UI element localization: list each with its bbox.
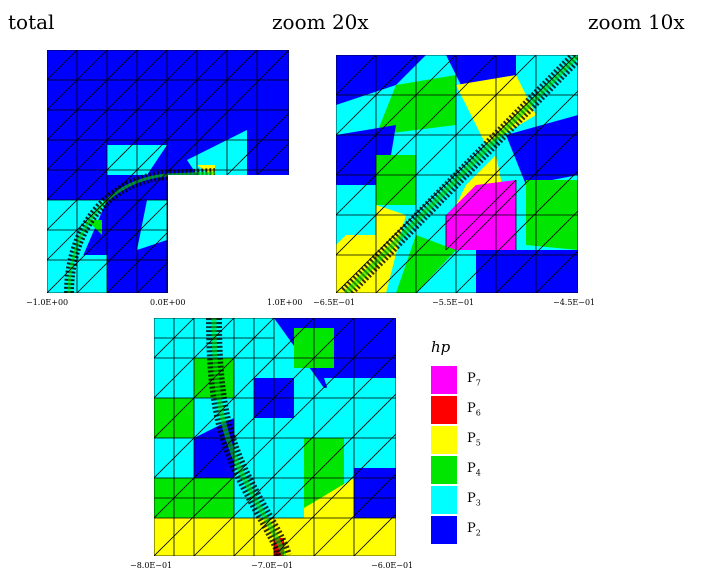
tick-zoom10-max: −6.0E−01: [371, 561, 414, 570]
legend-swatch-p4: [431, 456, 457, 484]
legend-item-p2: P2: [431, 516, 531, 544]
legend-item-p5: P5: [431, 426, 531, 454]
legend-swatch-p2: [431, 516, 457, 544]
title-total: total: [8, 10, 55, 34]
legend-swatch-p3: [431, 486, 457, 514]
legend-order-p2: 2: [475, 528, 481, 538]
mesh-grid: [154, 318, 396, 556]
tick-total-mid: 0.0E+00: [150, 298, 186, 307]
tick-zoom20-max: −4.5E−01: [553, 298, 596, 307]
tick-zoom20-min: −6.5E−01: [313, 298, 356, 307]
title-zoom-20x: zoom 20x: [272, 10, 369, 34]
legend-swatch-p6: [431, 396, 457, 424]
legend-label-p7: P: [467, 371, 476, 386]
tick-zoom10-min: −8.0E−01: [130, 561, 173, 570]
legend-title: hp: [431, 338, 451, 356]
mesh-zoom10-svg: [154, 318, 396, 556]
legend-item-p6: P6: [431, 396, 531, 424]
legend-order-p5: 5: [475, 438, 481, 448]
mesh-grid: [47, 50, 289, 293]
domain-cutout: [168, 175, 289, 293]
legend-swatch-p5: [431, 426, 457, 454]
legend-item-p3: P3: [431, 486, 531, 514]
mesh-panel-zoom-10x: [154, 318, 396, 556]
mesh-total-svg: [47, 50, 289, 293]
mesh-zoom20-svg: [336, 55, 578, 293]
legend-label-p5: P: [467, 431, 476, 446]
legend-order-p7: 7: [475, 378, 481, 388]
legend-label-p4: P: [467, 461, 476, 476]
legend-swatch-p7: [431, 366, 457, 394]
legend-label-p3: P: [467, 491, 476, 506]
legend-label-p2: P: [467, 521, 476, 536]
legend-order-p4: 4: [475, 468, 481, 478]
title-zoom-10x: zoom 10x: [588, 10, 685, 34]
mesh-panel-zoom-20x: [336, 55, 578, 293]
tick-total-max: 1.0E+00: [267, 298, 303, 307]
legend-order-p3: 3: [475, 498, 481, 508]
tick-zoom20-mid: −5.5E−01: [432, 298, 475, 307]
tick-zoom10-mid: −7.0E−01: [251, 561, 294, 570]
legend-item-p7: P7: [431, 366, 531, 394]
legend-order-p6: 6: [475, 408, 481, 418]
mesh-grid: [336, 55, 578, 293]
legend-item-p4: P4: [431, 456, 531, 484]
legend-label-p6: P: [467, 401, 476, 416]
tick-total-min: −1.0E+00: [26, 298, 69, 307]
mesh-panel-total: [47, 50, 289, 293]
